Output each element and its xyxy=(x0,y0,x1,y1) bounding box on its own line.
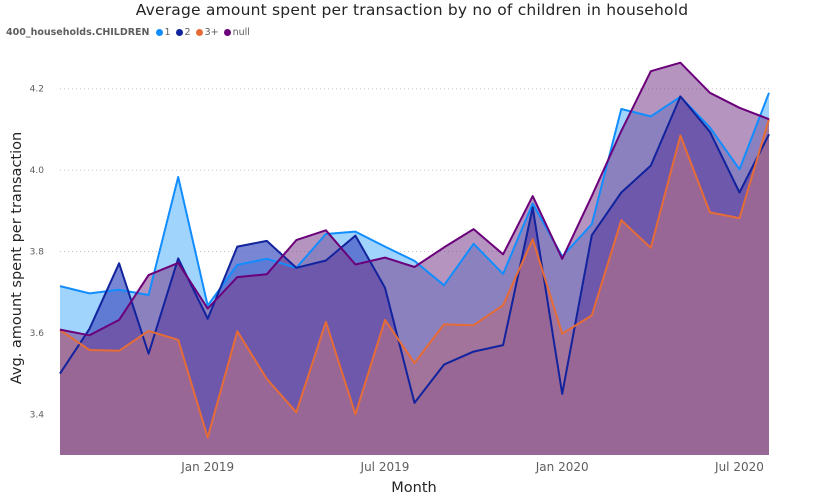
legend-item-1[interactable]: 1 xyxy=(155,27,171,38)
legend: 400_households.CHILDREN 1 2 3+ null xyxy=(6,27,255,38)
x-axis-label: Month xyxy=(391,480,436,496)
series-lines xyxy=(59,61,770,439)
area-fills xyxy=(60,62,769,456)
chart-title: Average amount spent per transaction by … xyxy=(135,1,689,19)
legend-title: 400_households.CHILDREN xyxy=(6,27,150,38)
line-series-2 xyxy=(59,95,770,404)
x-tick-label: Jan 2019 xyxy=(180,460,234,474)
x-tick-label: Jan 2020 xyxy=(535,460,589,474)
legend-dot-icon xyxy=(223,29,231,36)
y-tick-label: 4.0 xyxy=(30,166,45,176)
legend-label: 3+ xyxy=(204,27,219,38)
legend-label: 2 xyxy=(184,27,191,38)
legend-item-2[interactable]: 2 xyxy=(175,27,191,38)
y-axis-ticks: 3.4 3.6 3.8 4.0 4.2 xyxy=(30,85,45,421)
legend-dot-icon xyxy=(155,29,163,36)
legend-label: null xyxy=(232,27,250,38)
y-tick-label: 3.8 xyxy=(30,248,45,258)
line-series-1 xyxy=(59,92,770,307)
legend-dot-icon xyxy=(175,29,183,36)
legend-item-null[interactable]: null xyxy=(223,27,250,38)
x-axis-ticks: Jan 2019 Jul 2019 Jan 2020 Jul 2020 xyxy=(180,460,764,474)
y-tick-label: 3.4 xyxy=(30,410,45,420)
x-tick-label: Jul 2019 xyxy=(360,460,410,474)
x-tick-label: Jul 2020 xyxy=(714,460,764,474)
legend-label: 1 xyxy=(164,27,171,38)
y-tick-label: 4.2 xyxy=(30,85,44,95)
line-series-3+ xyxy=(59,118,770,439)
y-axis-label: Avg. amount spent per transaction xyxy=(9,132,25,384)
legend-dot-icon xyxy=(195,29,203,36)
line-series-null xyxy=(59,61,770,337)
area-series-null xyxy=(60,62,769,455)
y-tick-label: 3.6 xyxy=(30,329,45,339)
legend-item-3plus[interactable]: 3+ xyxy=(195,27,219,38)
